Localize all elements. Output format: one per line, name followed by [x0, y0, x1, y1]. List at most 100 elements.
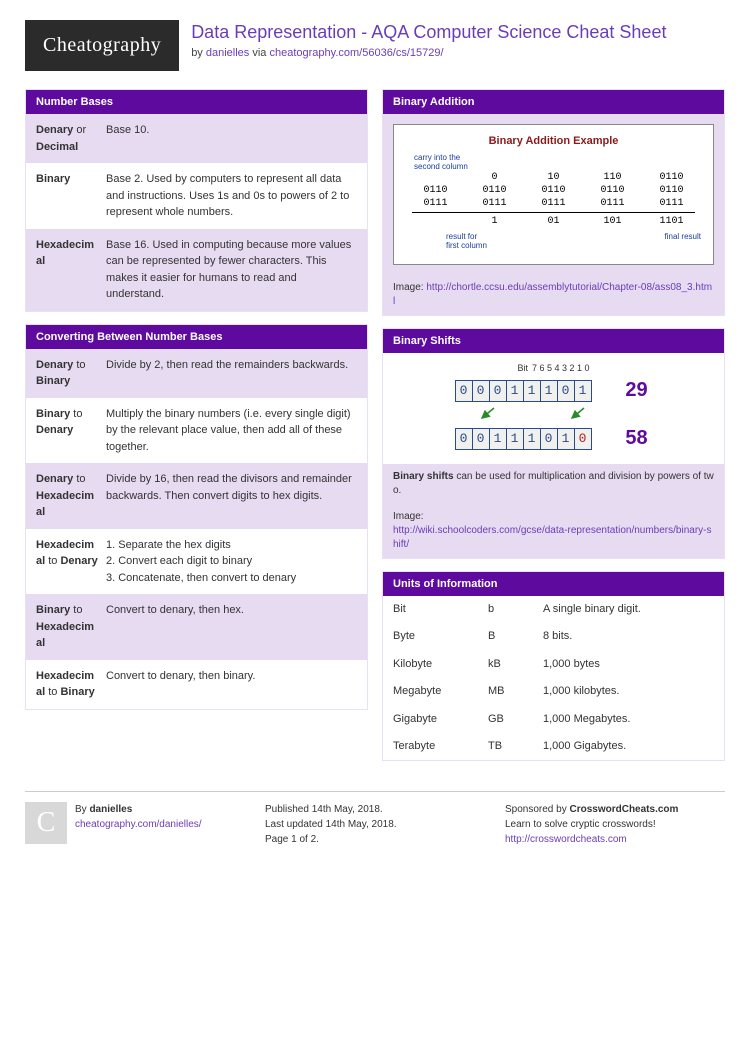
footer: C By danielles cheatography.com/danielle… — [25, 802, 725, 847]
left-column: Number Bases Denary or DecimalBase 10.Bi… — [25, 89, 368, 773]
unit-desc: 8 bits. — [543, 629, 714, 644]
footer-author-col: C By danielles cheatography.com/danielle… — [25, 802, 245, 847]
sponsor-name: CrosswordCheats.com — [570, 804, 679, 815]
page-title: Data Representation - AQA Computer Scien… — [191, 22, 666, 43]
unit-symbol: b — [488, 602, 543, 617]
unit-name: Byte — [393, 629, 488, 644]
bit-value: 58 — [622, 427, 652, 450]
block-header: Converting Between Number Bases — [26, 325, 367, 349]
converting-block: Converting Between Number Bases Denary t… — [25, 324, 368, 710]
diagram-box: Binary Addition Example carry into the s… — [383, 114, 724, 275]
diagram-title: Binary Addition Example — [406, 135, 701, 147]
caption-label: Image: — [393, 282, 426, 293]
unit-desc: 1,000 bytes — [543, 657, 714, 672]
bit-cell: 1 — [489, 428, 507, 450]
term: Binary — [36, 171, 106, 221]
term: Denary to Binary — [36, 357, 106, 390]
table-row: Hexadecimal to BinaryConvert to denary, … — [26, 660, 367, 709]
footer-meta-col: Published 14th May, 2018. Last updated 1… — [265, 802, 485, 847]
term: Binary to Denary — [36, 406, 106, 456]
bit-cell: 0 — [540, 428, 558, 450]
header-text: Data Representation - AQA Computer Scien… — [191, 20, 666, 59]
page: Cheatography Data Representation - AQA C… — [0, 0, 750, 867]
bit-cell: 1 — [523, 380, 541, 402]
definition: Base 16. Used in computing because more … — [106, 237, 357, 303]
bit-cell: 1 — [523, 428, 541, 450]
content-columns: Number Bases Denary or DecimalBase 10.Bi… — [25, 89, 725, 773]
definition: Base 2. Used by computers to represent a… — [106, 171, 357, 221]
page-header: Cheatography Data Representation - AQA C… — [25, 20, 725, 71]
bit-cell: 0 — [489, 380, 507, 402]
bit-cell: 0 — [455, 428, 473, 450]
binary-addition-block: Binary Addition Binary Addition Example … — [382, 89, 725, 316]
unit-desc: A single binary digit. — [543, 602, 714, 617]
bit-cell: 1 — [506, 428, 524, 450]
term: Hexadecimal to Binary — [36, 668, 106, 701]
unit-desc: 1,000 kilobytes. — [543, 684, 714, 699]
bit-cell: 1 — [574, 380, 592, 402]
bit-cell: 1 — [557, 428, 575, 450]
term: Binary to Hexadecimal — [36, 602, 106, 652]
sponsor-tagline: Learn to solve cryptic crosswords! — [505, 819, 656, 830]
unit-name: Terabyte — [393, 739, 488, 754]
unit-symbol: MB — [488, 684, 543, 699]
unit-name: Bit — [393, 602, 488, 617]
block-header: Units of Information — [383, 572, 724, 596]
byline: by danielles via cheatography.com/56036/… — [191, 47, 666, 59]
table-row: TerabyteTB1,000 Gigabytes. — [383, 733, 724, 760]
caption-label: Image: — [393, 511, 424, 522]
diagram-note-top: carry into the second column — [414, 153, 701, 171]
sponsor-link[interactable]: http://crosswordcheats.com — [505, 834, 627, 845]
footer-author-link[interactable]: cheatography.com/danielles/ — [75, 819, 202, 830]
unit-desc: 1,000 Megabytes. — [543, 712, 714, 727]
units-block: Units of Information BitbA single binary… — [382, 571, 725, 761]
by-label: By — [75, 804, 89, 815]
avatar-icon: C — [25, 802, 67, 844]
table-row: Binary to DenaryMultiply the binary numb… — [26, 398, 367, 464]
shift-note: Binary shifts can be used for multiplica… — [383, 464, 724, 504]
unit-desc: 1,000 Gigabytes. — [543, 739, 714, 754]
definition: Multiply the binary numbers (i.e. every … — [106, 406, 357, 456]
term: Hexadecimal to Denary — [36, 537, 106, 587]
shift-diagram: Bit7 6 5 4 3 2 1 0 0001110129 0011101058 — [383, 353, 724, 464]
author-link[interactable]: danielles — [206, 47, 249, 59]
caption-link[interactable]: http://chortle.ccsu.edu/assemblytutorial… — [393, 282, 712, 307]
definition: Base 10. — [106, 122, 357, 155]
updated-date: Last updated 14th May, 2018. — [265, 819, 397, 830]
via-label: via — [249, 47, 269, 59]
table-row: BinaryBase 2. Used by computers to repre… — [26, 163, 367, 229]
definition: Convert to denary, then binary. — [106, 668, 357, 701]
table-row: KilobytekB1,000 bytes — [383, 651, 724, 678]
by-label: by — [191, 47, 206, 59]
block-header: Binary Addition — [383, 90, 724, 114]
block-header: Number Bases — [26, 90, 367, 114]
image-caption: Image: http://wiki.schoolcoders.com/gcse/… — [383, 504, 724, 558]
right-column: Binary Addition Binary Addition Example … — [382, 89, 725, 773]
bit-cell: 0 — [455, 380, 473, 402]
caption-link[interactable]: http://wiki.schoolcoders.com/gcse/data-r… — [393, 525, 711, 550]
definition: 1. Separate the hex digits 2. Convert ea… — [106, 537, 357, 587]
unit-symbol: B — [488, 629, 543, 644]
source-link[interactable]: cheatography.com/56036/cs/15729/ — [269, 47, 443, 59]
definition: Divide by 16, then read the divisors and… — [106, 471, 357, 521]
table-row: MegabyteMB1,000 kilobytes. — [383, 678, 724, 705]
definition: Divide by 2, then read the remainders ba… — [106, 357, 357, 390]
published-date: Published 14th May, 2018. — [265, 804, 383, 815]
unit-name: Kilobyte — [393, 657, 488, 672]
binary-shifts-block: Binary Shifts Bit7 6 5 4 3 2 1 0 0001110… — [382, 328, 725, 559]
term: Denary or Decimal — [36, 122, 106, 155]
bit-cell: 0 — [472, 428, 490, 450]
bit-cell: 0 — [472, 380, 490, 402]
definition: Convert to denary, then hex. — [106, 602, 357, 652]
bit-cell: 0 — [557, 380, 575, 402]
table-row: GigabyteGB1,000 Megabytes. — [383, 706, 724, 733]
diagram-note-bl: result for first column — [446, 232, 487, 250]
table-row: HexadecimalBase 16. Used in computing be… — [26, 229, 367, 311]
footer-separator — [25, 791, 725, 792]
unit-name: Megabyte — [393, 684, 488, 699]
unit-symbol: GB — [488, 712, 543, 727]
image-caption: Image: http://chortle.ccsu.edu/assemblyt… — [383, 275, 724, 315]
table-row: Denary to BinaryDivide by 2, then read t… — [26, 349, 367, 398]
footer-author: danielles — [89, 804, 132, 815]
table-row: Denary to HexadecimalDivide by 16, then … — [26, 463, 367, 529]
